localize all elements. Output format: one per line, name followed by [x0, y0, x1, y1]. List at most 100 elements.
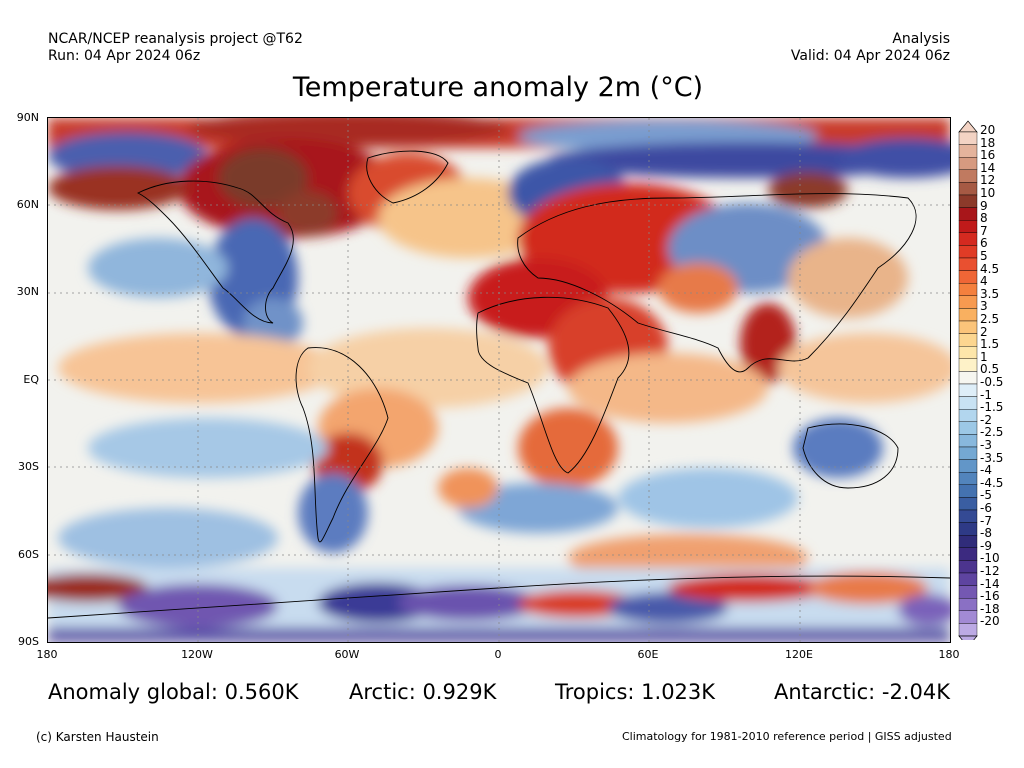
valid-label: Valid: 04 Apr 2024 06z — [790, 48, 950, 64]
colorbar-label: -4 — [980, 463, 992, 478]
lat-label-90s: 90S — [18, 635, 39, 648]
colorbar-swatches — [958, 120, 978, 648]
lat-label-60s: 60S — [18, 548, 39, 561]
header-left: NCAR/NCEP reanalysis project @T62 Run: 0… — [48, 31, 303, 65]
colorbar-swatch — [958, 345, 978, 359]
colorbar-swatch — [958, 282, 978, 296]
colorbar-swatch — [958, 598, 978, 612]
colorbar-swatch — [958, 308, 978, 322]
header-right: Analysis Valid: 04 Apr 2024 06z — [791, 31, 950, 65]
colorbar-label: 7 — [980, 223, 988, 238]
colorbar-swatch — [958, 320, 978, 334]
colorbar-label: 5 — [980, 249, 988, 263]
colorbar-top-arrow — [958, 120, 978, 133]
colorbar-label: 4.5 — [980, 261, 1000, 276]
colorbar-label: 1.5 — [980, 337, 1000, 352]
stat-antarctic: Antarctic: -2.04K — [774, 680, 950, 704]
run-label: Run: 04 Apr 2024 06z — [48, 48, 201, 64]
lon-label-120e: 120E — [785, 648, 813, 661]
colorbar-label: 1 — [980, 349, 988, 364]
colorbar-swatch — [958, 207, 978, 221]
stat-global: Anomaly global: 0.560K — [48, 680, 299, 704]
coastlines — [48, 150, 950, 619]
colorbar-bottom-arrow — [958, 635, 978, 648]
colorbar-label: 3 — [980, 299, 988, 314]
colorbar-label: -6 — [980, 501, 992, 515]
colorbar-swatch — [958, 157, 978, 171]
colorbar-label: -3.5 — [980, 450, 1004, 465]
colorbar-label: -0.5 — [980, 375, 1004, 389]
map-title: Temperature anomaly 2m (°C) — [292, 72, 704, 103]
colorbar-label: -7 — [980, 513, 992, 528]
lon-label-60e: 60E — [637, 648, 659, 661]
colorbar-swatch — [958, 396, 978, 410]
colorbar-label: 4 — [980, 274, 988, 289]
colorbar-swatch — [958, 484, 978, 498]
colorbar-swatch — [958, 371, 978, 385]
source-label: NCAR/NCEP reanalysis project @T62 — [48, 31, 303, 47]
colorbar-swatch — [958, 219, 978, 233]
colorbar-label: -3 — [980, 438, 992, 452]
colorbar-label: -18 — [980, 601, 1000, 616]
colorbar-swatch — [958, 497, 978, 511]
colorbar-swatch — [958, 522, 978, 536]
colorbar-label: 6 — [980, 236, 988, 251]
credit-label: (c) Karsten Haustein — [36, 730, 159, 744]
colorbar-swatch — [958, 434, 978, 448]
colorbar-label: 12 — [980, 173, 996, 188]
colorbar-swatch — [958, 194, 978, 208]
lon-label-180w: 180 — [36, 648, 58, 661]
colorbar — [958, 120, 978, 648]
colorbar-swatch — [958, 459, 978, 473]
colorbar-swatch — [958, 270, 978, 284]
colorbar-label: 0.5 — [980, 362, 1000, 377]
stat-tropics: Tropics: 1.023K — [555, 680, 716, 704]
colorbar-label: -5 — [980, 488, 992, 503]
colorbar-label: -1 — [980, 387, 992, 402]
colorbar-label: -10 — [980, 551, 1000, 566]
colorbar-swatch — [958, 295, 978, 309]
colorbar-swatch — [958, 131, 978, 145]
lat-label-30n: 30N — [16, 285, 39, 298]
colorbar-label: -1.5 — [980, 400, 1004, 415]
analysis-label: Analysis — [892, 31, 950, 47]
colorbar-swatch — [958, 182, 978, 196]
colorbar-label: 18 — [980, 135, 996, 150]
colorbar-swatch — [958, 232, 978, 246]
colorbar-label: 9 — [980, 198, 988, 213]
colorbar-label: -8 — [980, 526, 992, 541]
colorbar-swatch — [958, 560, 978, 574]
colorbar-label: -20 — [980, 614, 1000, 629]
climatology-note: Climatology for 1981-2010 reference peri… — [622, 730, 952, 743]
colorbar-swatch — [958, 446, 978, 460]
graticule — [48, 118, 950, 642]
anomaly-map — [47, 117, 951, 643]
colorbar-label: -2 — [980, 412, 992, 427]
colorbar-label: 14 — [980, 160, 996, 175]
colorbar-swatch — [958, 547, 978, 561]
colorbar-swatch — [958, 144, 978, 158]
colorbar-swatch — [958, 358, 978, 372]
colorbar-swatch — [958, 245, 978, 259]
colorbar-swatch — [958, 623, 978, 637]
colorbar-label: 2.5 — [980, 312, 1000, 326]
colorbar-label: 3.5 — [980, 286, 1000, 301]
colorbar-swatch — [958, 383, 978, 397]
colorbar-label: -9 — [980, 538, 992, 553]
colorbar-swatch — [958, 169, 978, 183]
colorbar-label: 8 — [980, 211, 988, 226]
colorbar-label: -12 — [980, 564, 1000, 578]
lon-label-120w: 120W — [181, 648, 213, 661]
colorbar-swatch — [958, 610, 978, 624]
lon-label-180e: 180 — [938, 648, 960, 661]
map-canvas — [48, 118, 950, 642]
colorbar-label: 20 — [980, 123, 996, 137]
colorbar-swatch — [958, 421, 978, 435]
colorbar-label: -4.5 — [980, 475, 1004, 490]
colorbar-swatch — [958, 333, 978, 347]
colorbar-swatch — [958, 572, 978, 586]
colorbar-swatch — [958, 509, 978, 523]
colorbar-swatch — [958, 535, 978, 549]
lat-label-90n: 90N — [16, 111, 39, 124]
lat-label-30s: 30S — [18, 460, 39, 473]
